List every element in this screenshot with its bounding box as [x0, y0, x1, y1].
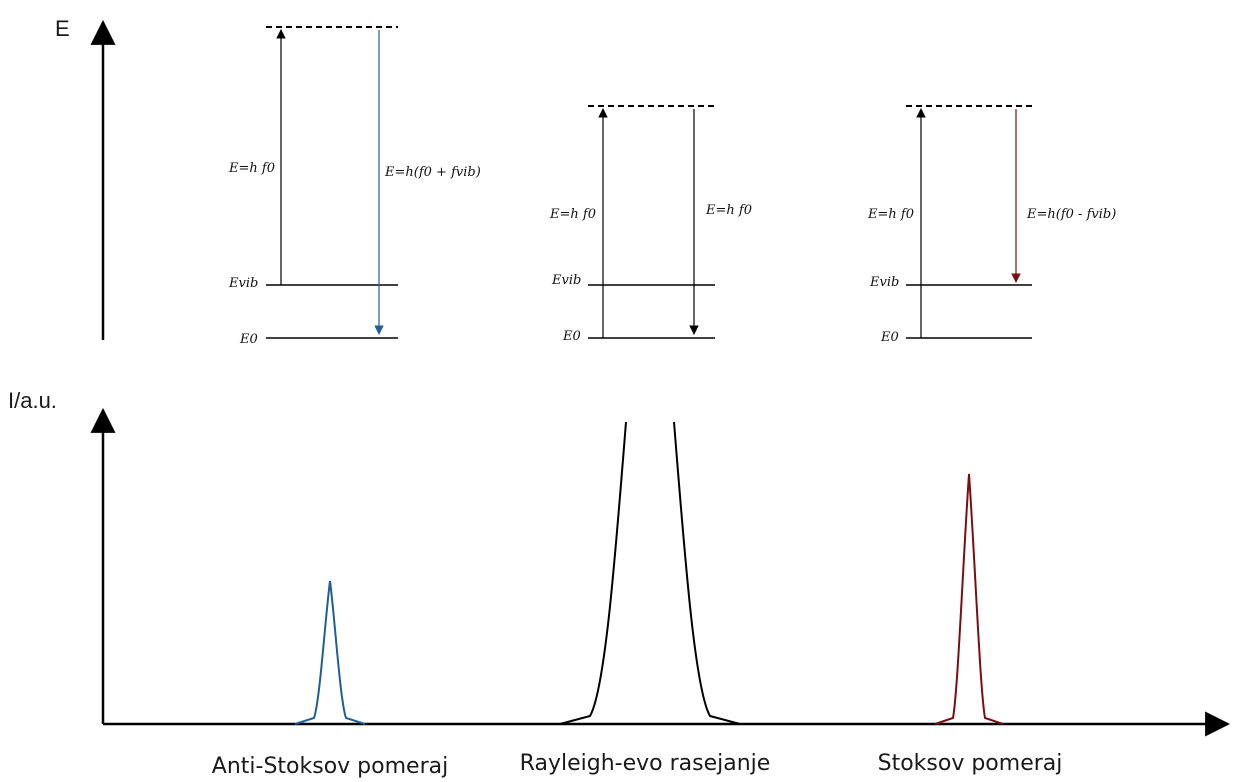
- excitation-label: E=h f0: [228, 161, 275, 176]
- stokes-label: Stoksov pomeraj: [878, 751, 1063, 776]
- stokes-peak: [934, 473, 1004, 725]
- rayleigh-label: Rayleigh-evo rasejanje: [520, 751, 771, 776]
- panel-stokes: E=h f0 E=h(f0 - fvib) Evib E0: [867, 105, 1116, 345]
- ground-level-label: E0: [239, 332, 258, 347]
- excitation-label: E=h f0: [549, 207, 596, 222]
- emission-label: E=h(f0 + fvib): [384, 165, 481, 180]
- energy-axis-label: E: [55, 16, 70, 41]
- intensity-axis-label: I/a.u.: [8, 388, 57, 413]
- vibrational-level-label: Evib: [228, 276, 258, 291]
- rayleigh-peak: [559, 421, 741, 725]
- anti-stokes-peak: [294, 580, 366, 725]
- anti-stokes-label: Anti-Stoksov pomeraj: [212, 754, 448, 779]
- panel-rayleigh: E=h f0 E=h f0 Evib E0: [549, 105, 752, 344]
- ground-level-label: E0: [562, 329, 581, 344]
- emission-label: E=h(f0 - fvib): [1026, 207, 1116, 222]
- panel-anti-stokes: E=h f0 E=h(f0 + fvib) Evib E0: [228, 26, 481, 347]
- excitation-label: E=h f0: [867, 207, 914, 222]
- vibrational-level-label: Evib: [869, 275, 899, 290]
- emission-label: E=h f0: [705, 203, 752, 218]
- vibrational-level-label: Evib: [551, 273, 581, 288]
- ground-level-label: E0: [880, 330, 899, 345]
